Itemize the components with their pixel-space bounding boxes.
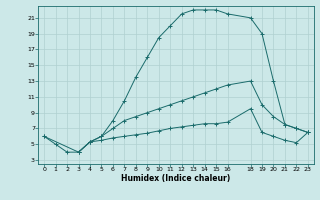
X-axis label: Humidex (Indice chaleur): Humidex (Indice chaleur): [121, 174, 231, 183]
